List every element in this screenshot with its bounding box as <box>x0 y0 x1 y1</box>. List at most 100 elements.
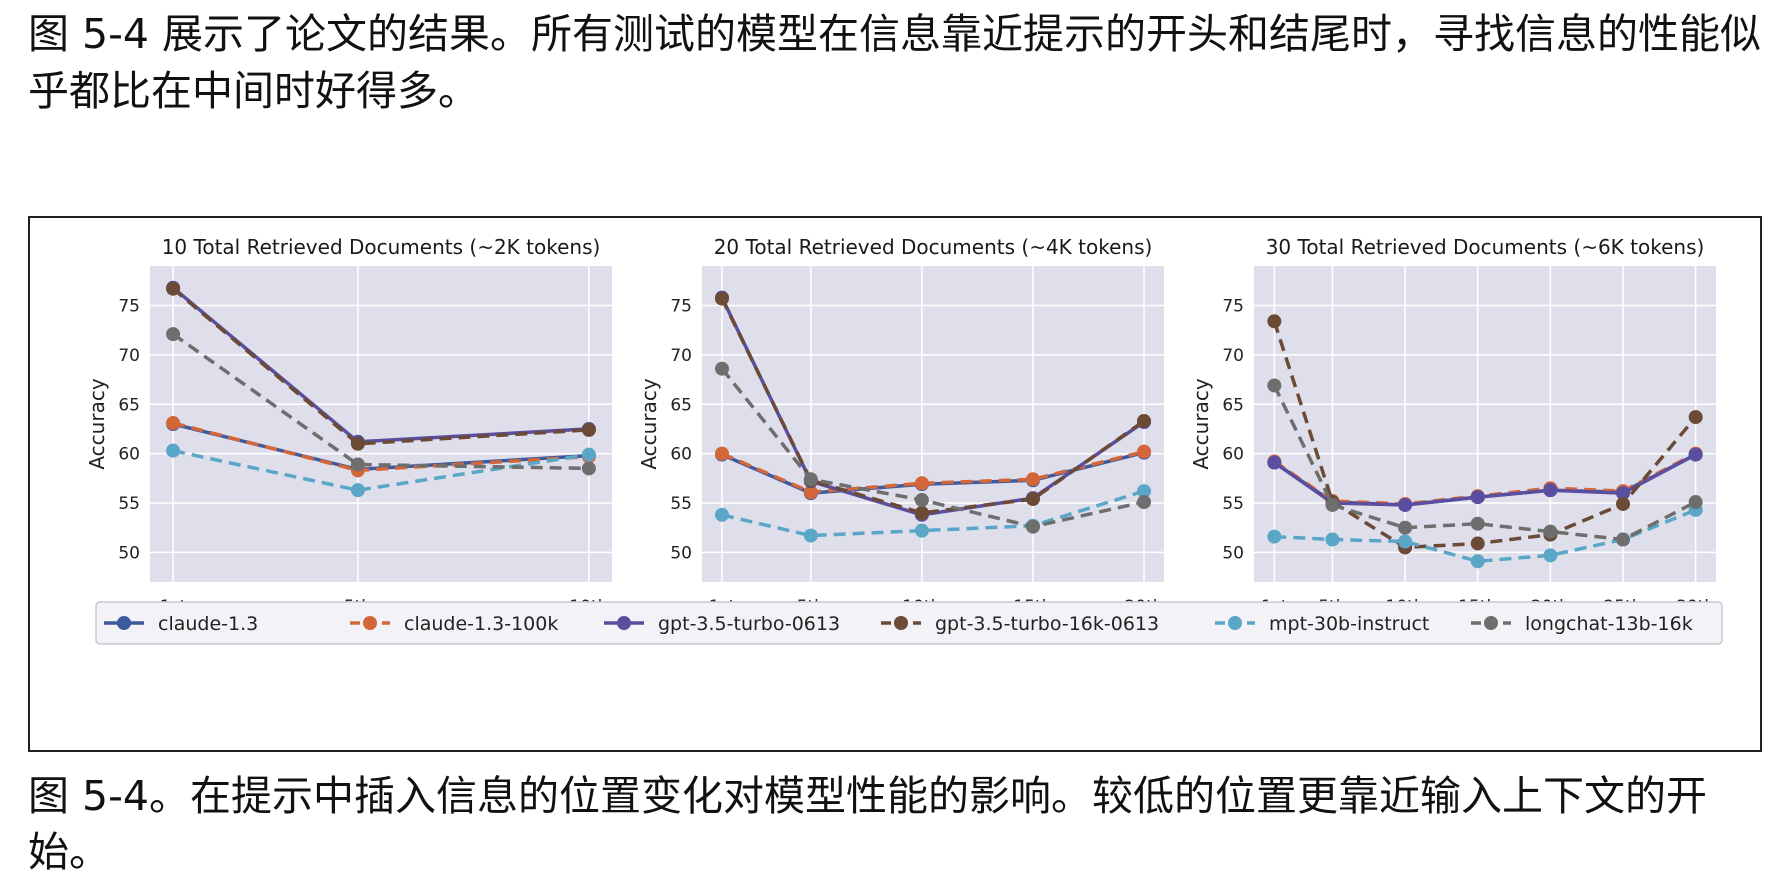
figure-frame: 5055606570751st5th10th10 Total Retrieved… <box>28 216 1762 752</box>
legend-marker <box>617 616 631 630</box>
y-tick-label: 65 <box>118 395 140 415</box>
legend-marker <box>1228 616 1242 630</box>
legend-label: gpt-3.5-turbo-16k-0613 <box>935 613 1159 635</box>
legend-marker <box>363 616 377 630</box>
data-point <box>714 361 729 376</box>
data-point <box>1025 472 1040 487</box>
data-point <box>1543 524 1558 539</box>
data-point <box>803 485 818 500</box>
y-axis-label: Accuracy <box>637 378 661 469</box>
legend-marker <box>117 616 131 630</box>
data-point <box>581 461 596 476</box>
data-point <box>803 472 818 487</box>
y-tick-label: 50 <box>1222 543 1244 563</box>
series-line <box>171 287 590 446</box>
intro-paragraph: 图 5-4 展示了论文的结果。所有测试的模型在信息靠近提示的开头和结尾时，寻找信… <box>28 10 1762 115</box>
data-point <box>1137 444 1152 459</box>
legend-label: gpt-3.5-turbo-0613 <box>658 613 840 635</box>
data-point <box>714 446 729 461</box>
data-point <box>1543 483 1558 498</box>
legend-box <box>95 601 1723 645</box>
y-tick-label: 50 <box>670 543 692 563</box>
data-point <box>1137 495 1152 510</box>
data-point <box>1398 520 1413 535</box>
data-point <box>581 447 596 462</box>
legend-label: mpt-30b-instruct <box>1269 613 1429 635</box>
data-point <box>1616 496 1631 511</box>
chart-panel-3: 5055606570751st5th10th15th20th25th30th30… <box>1189 235 1716 641</box>
plot-area <box>150 266 612 582</box>
y-tick-label: 55 <box>118 494 140 514</box>
plot-area <box>702 266 1164 582</box>
data-point <box>1267 378 1282 393</box>
legend-label: claude-1.3-100k <box>404 613 558 635</box>
data-point <box>1543 548 1558 563</box>
y-tick-label: 50 <box>118 543 140 563</box>
data-point <box>1470 490 1485 505</box>
data-point <box>914 493 929 508</box>
chart-panel-2: 5055606570751st5th10th15th20th20 Total R… <box>637 235 1164 641</box>
chart-title: 10 Total Retrieved Documents (~2K tokens… <box>162 235 601 259</box>
chart-panel-1: 5055606570751st5th10th10 Total Retrieved… <box>85 235 612 641</box>
data-point <box>1137 484 1152 499</box>
data-point <box>350 436 365 451</box>
plot-area <box>1254 266 1716 582</box>
data-point <box>1267 314 1282 329</box>
y-tick-label: 60 <box>118 445 140 465</box>
legend-marker <box>894 616 908 630</box>
data-point <box>1267 529 1282 544</box>
data-point <box>714 291 729 306</box>
data-point <box>166 443 181 458</box>
figure-caption: 图 5-4。在提示中插入信息的位置变化对模型性能的影响。较低的位置更靠近输入上下… <box>28 772 1707 876</box>
legend-label: longchat-13b-16k <box>1525 613 1693 635</box>
y-tick-label: 70 <box>118 346 140 366</box>
y-axis-label: Accuracy <box>1189 378 1213 469</box>
data-point <box>914 523 929 538</box>
data-point <box>1616 532 1631 547</box>
data-point <box>1325 497 1340 512</box>
legend-marker <box>1484 616 1498 630</box>
data-point <box>1267 455 1282 470</box>
data-point <box>1688 447 1703 462</box>
y-axis-label: Accuracy <box>85 378 109 469</box>
data-point <box>1470 536 1485 551</box>
data-point <box>166 281 181 296</box>
y-tick-label: 70 <box>670 346 692 366</box>
data-point <box>1025 492 1040 507</box>
data-point <box>1688 495 1703 510</box>
data-point <box>581 422 596 437</box>
data-point <box>1025 519 1040 534</box>
data-point <box>1325 532 1340 547</box>
y-tick-label: 70 <box>1222 346 1244 366</box>
y-tick-label: 75 <box>1222 297 1244 317</box>
data-point <box>1470 554 1485 569</box>
y-tick-label: 55 <box>670 494 692 514</box>
data-point <box>1616 486 1631 501</box>
data-point <box>166 327 181 342</box>
data-point <box>350 483 365 498</box>
data-point <box>1398 534 1413 549</box>
data-point <box>350 457 365 472</box>
series-line <box>721 449 1145 494</box>
chart-title: 30 Total Retrieved Documents (~6K tokens… <box>1266 235 1705 259</box>
legend-label: claude-1.3 <box>158 613 258 635</box>
data-point <box>914 476 929 491</box>
data-point <box>803 528 818 543</box>
chart-title: 20 Total Retrieved Documents (~4K tokens… <box>714 235 1153 259</box>
data-point <box>1688 410 1703 425</box>
data-point <box>714 507 729 522</box>
data-point <box>914 505 929 520</box>
series-line <box>172 332 589 471</box>
y-tick-label: 75 <box>670 297 692 317</box>
data-point <box>1398 497 1413 512</box>
data-point <box>1137 414 1152 429</box>
figure-svg: 5055606570751st5th10th10 Total Retrieved… <box>85 235 1723 645</box>
data-point <box>1470 516 1485 531</box>
y-tick-label: 60 <box>670 445 692 465</box>
y-tick-label: 55 <box>1222 494 1244 514</box>
data-point <box>166 416 181 431</box>
y-tick-label: 75 <box>118 297 140 317</box>
y-tick-label: 65 <box>1222 395 1244 415</box>
series-line <box>721 489 1145 538</box>
legend: claude-1.3 claude-1.3-100k gpt-3.5-turbo-0… <box>95 601 1723 645</box>
